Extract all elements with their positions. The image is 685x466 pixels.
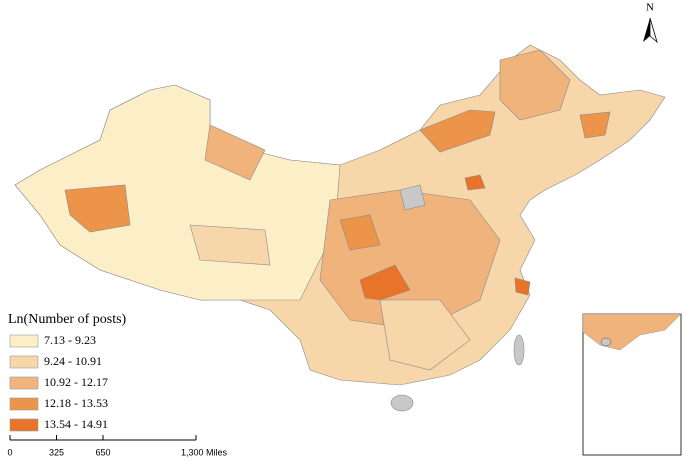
map bbox=[14, 44, 666, 412]
region bbox=[359, 264, 411, 301]
island bbox=[513, 334, 525, 366]
region bbox=[379, 299, 471, 371]
region bbox=[464, 174, 486, 191]
legend-swatch bbox=[9, 334, 39, 348]
legend-label: 10.92 - 12.17 bbox=[44, 375, 108, 389]
region bbox=[189, 224, 271, 266]
legend-swatch bbox=[9, 418, 39, 432]
scale-label: 325 bbox=[49, 447, 64, 457]
legend-swatch bbox=[9, 376, 39, 390]
legend: Ln(Number of posts) 7.13 - 9.23 9.24 - 10… bbox=[8, 312, 127, 432]
region bbox=[64, 184, 131, 233]
legend-swatch bbox=[9, 397, 39, 411]
no-data-region bbox=[399, 184, 426, 211]
region bbox=[514, 277, 531, 296]
legend-title: Ln(Number of posts) bbox=[8, 312, 127, 327]
legend-label: 12.18 - 13.53 bbox=[44, 396, 108, 410]
arrow-half bbox=[649, 17, 658, 44]
inset-island bbox=[600, 337, 612, 347]
region bbox=[499, 49, 571, 121]
region bbox=[339, 214, 381, 251]
legend-label: 13.54 - 14.91 bbox=[44, 417, 108, 431]
arrow-half bbox=[643, 18, 650, 42]
scale-label: 0 bbox=[7, 447, 12, 457]
scale-label: 650 bbox=[95, 447, 110, 457]
north-arrow: N bbox=[643, 2, 658, 44]
island bbox=[390, 394, 414, 412]
scale-bar: 0 325 650 1,300 Miles bbox=[7, 435, 228, 457]
inset-land bbox=[582, 313, 682, 351]
legend-swatch bbox=[9, 355, 39, 369]
region bbox=[204, 124, 266, 181]
region bbox=[419, 109, 496, 153]
scale-label: 1,300 Miles bbox=[181, 447, 228, 457]
legend-label: 9.24 - 10.91 bbox=[44, 354, 102, 368]
north-label: N bbox=[646, 2, 654, 14]
region bbox=[579, 111, 611, 139]
legend-label: 7.13 - 9.23 bbox=[44, 333, 96, 347]
region bbox=[14, 84, 341, 301]
